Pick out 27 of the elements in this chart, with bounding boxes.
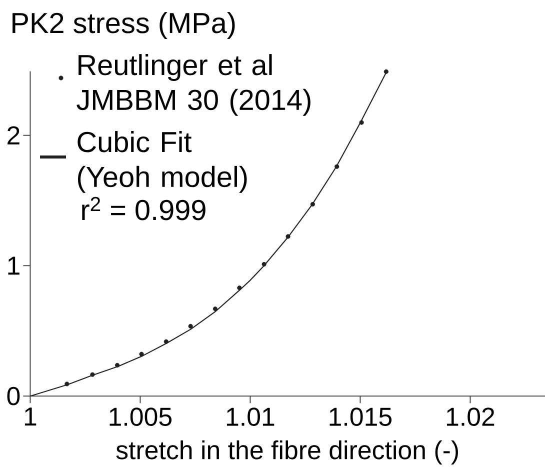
x-tick-label: 1 <box>24 408 36 426</box>
point <box>164 339 168 344</box>
x-tick-label: 1.02 <box>446 408 494 426</box>
point <box>334 164 340 169</box>
y-tick-label: 0 <box>7 386 20 406</box>
x-tick-label: 1.015 <box>330 408 392 426</box>
point <box>64 382 70 386</box>
point <box>188 324 193 329</box>
y-axis-title: PK2 stress (MPa) <box>12 12 235 39</box>
x-tick-label: 1.01 <box>226 408 274 426</box>
point <box>286 234 290 239</box>
point <box>212 306 218 312</box>
legend-label: Reutlinger et al JMBBM 30 (2014) <box>76 54 310 116</box>
legend-label: Cubic Fit (Yeoh model) <box>78 131 247 193</box>
point <box>310 202 315 207</box>
point <box>262 262 266 267</box>
point <box>359 120 364 125</box>
point <box>90 372 95 377</box>
x-axis-title: stretch in the fibre direction (-) <box>116 440 458 464</box>
point <box>139 352 144 356</box>
y-tick-label: 2 <box>8 126 20 144</box>
point <box>237 286 242 290</box>
y-tick-label: 1 <box>8 256 20 275</box>
annotation: r$^{2}$ = 0.999 <box>82 196 206 220</box>
x-tick-label: 1.005 <box>110 408 172 426</box>
point <box>384 69 388 74</box>
point <box>115 362 120 368</box>
